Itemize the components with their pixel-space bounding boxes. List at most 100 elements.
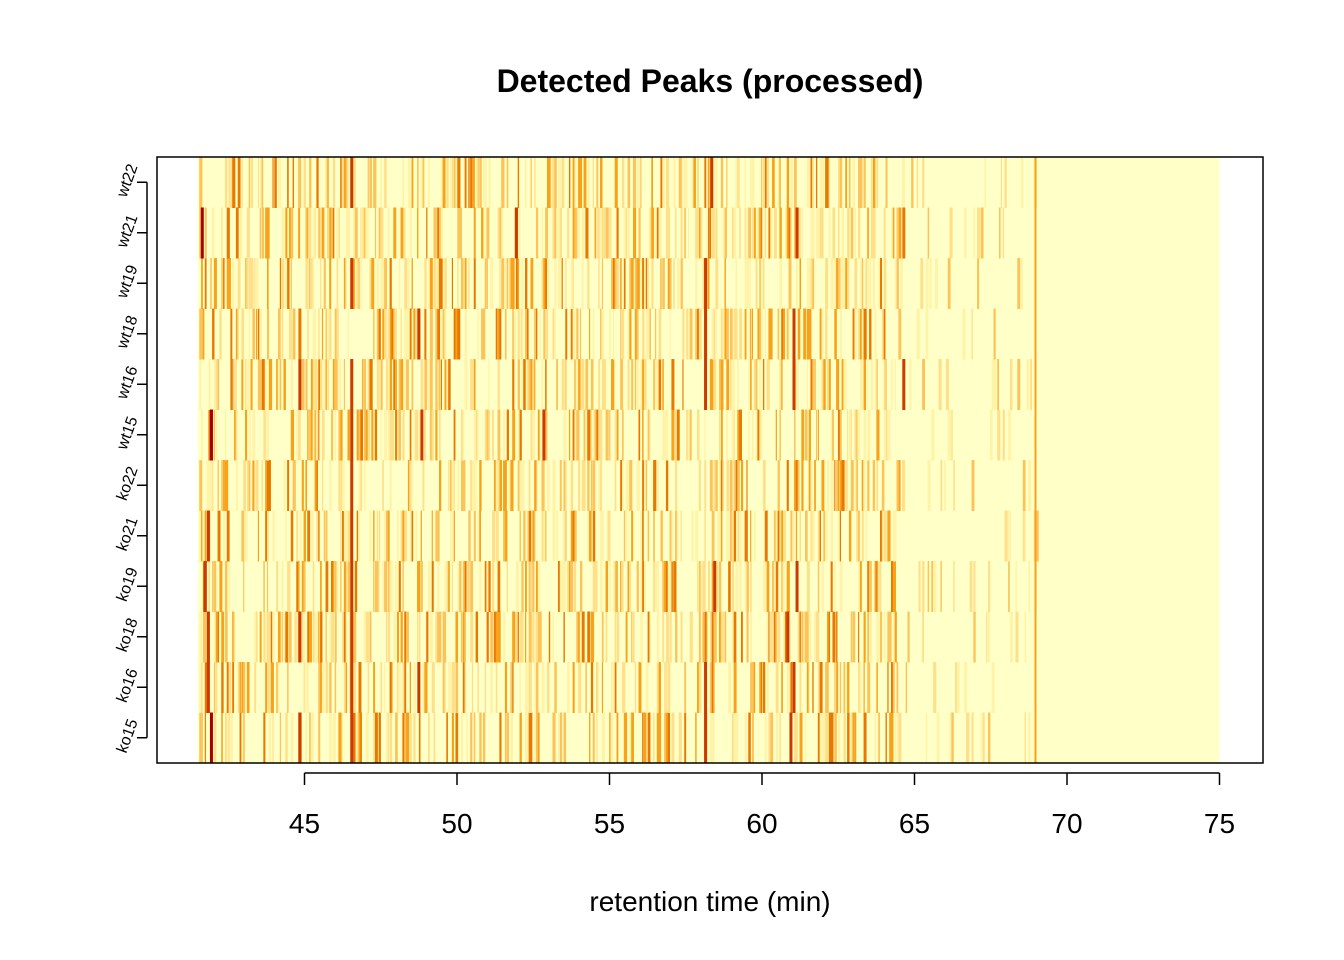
heatmap-cell [722,460,725,511]
heatmap-cell [625,510,627,562]
heatmap-cell [576,308,579,360]
heatmap-cell [806,359,809,410]
heatmap-cell [839,157,843,208]
heatmap-cell [292,460,296,511]
heatmap-cell [667,712,671,764]
heatmap-cell [634,258,638,309]
heatmap-cell [718,611,722,663]
heatmap-cell [863,308,867,360]
heatmap-cell [327,207,329,259]
heatmap-cell [459,207,462,259]
heatmap-cell [530,662,532,713]
heatmap-peak [209,409,213,461]
heatmap-cell [382,561,384,612]
heatmap-cell [901,460,905,511]
heatmap-cell [627,308,631,360]
heatmap-cell [867,561,869,612]
heatmap-cell [794,460,798,511]
heatmap-cell [241,308,245,360]
heatmap-cell [268,712,272,764]
heatmap-cell [473,359,476,410]
heatmap-cell [819,157,823,208]
heatmap-cell [497,611,501,663]
heatmap-cell [320,561,322,612]
heatmap-cell [810,510,814,562]
heatmap-cell [298,561,300,612]
heatmap-cell [248,409,251,461]
heatmap-cell [726,359,730,410]
heatmap-cell [530,712,533,764]
heatmap-cell [493,460,497,511]
heatmap-cell [301,359,305,410]
heatmap-cell [287,258,290,309]
heatmap-peak [792,359,796,410]
heatmap-cell [642,460,645,511]
heatmap-cell [340,157,342,208]
heatmap-cell [323,510,326,562]
heatmap-cell [746,611,749,663]
heatmap-cell [526,359,530,410]
heatmap-cell [382,460,384,511]
heatmap-cell [537,409,541,461]
heatmap-cell [497,561,501,612]
heatmap-cell [482,157,485,208]
chart-title: Detected Peaks (processed) [497,63,924,99]
heatmap-cell [709,662,712,713]
heatmap-cell [199,460,203,511]
heatmap-cell [812,662,814,713]
heatmap-cell [490,611,493,663]
heatmap-cell [847,712,850,764]
heatmap-cell [389,712,393,764]
heatmap-cell [477,510,480,562]
heatmap-cell [395,561,398,612]
heatmap-cell [252,409,256,461]
heatmap-cell [345,662,348,713]
heatmap-cell [228,712,230,764]
heatmap-cell [1020,258,1023,309]
heatmap-cell [839,308,842,360]
heatmap-cell [318,308,320,360]
heatmap-cell [874,561,878,612]
heatmap-cell [739,561,742,612]
heatmap-cell [329,258,332,309]
heatmap-cell [709,207,712,259]
heatmap-cell [245,258,247,309]
heatmap-cell [847,258,850,309]
heatmap-cell [832,207,836,259]
heatmap-cell [585,207,589,259]
heatmap-cell [634,359,637,410]
heatmap-cell [541,662,545,713]
heatmap-cell [757,409,760,461]
heatmap-cell [949,207,953,259]
heatmap-cell [444,611,447,663]
heatmap-cell [294,611,297,663]
heatmap-cell [404,662,407,713]
heatmap-cell [400,611,403,663]
heatmap-cell [698,308,702,360]
heatmap-cell [640,157,642,208]
heatmap-cell [859,561,862,612]
heatmap-cell [620,460,623,511]
heatmap-cell [460,712,464,764]
heatmap-cell [437,359,440,410]
heatmap-cell [788,662,792,713]
y-tick-label: wt15 [114,414,142,453]
heatmap-cell [729,359,732,410]
heatmap-cell [905,662,908,713]
heatmap-cell [470,712,473,764]
heatmap-cell [307,611,310,663]
heatmap-cell [896,662,899,713]
heatmap-cell [307,409,309,461]
heatmap-cell [453,510,455,562]
heatmap-cell [290,409,295,461]
heatmap-cell [731,510,733,562]
heatmap-cell [316,157,319,208]
heatmap-cell [312,359,315,410]
heatmap-cell [735,712,739,764]
y-tick-label: wt22 [114,162,142,201]
heatmap-cell [557,561,561,612]
heatmap-cell [486,561,490,612]
heatmap-cell [675,409,679,461]
heatmap-cell [634,662,637,713]
heatmap-cell [437,207,440,259]
